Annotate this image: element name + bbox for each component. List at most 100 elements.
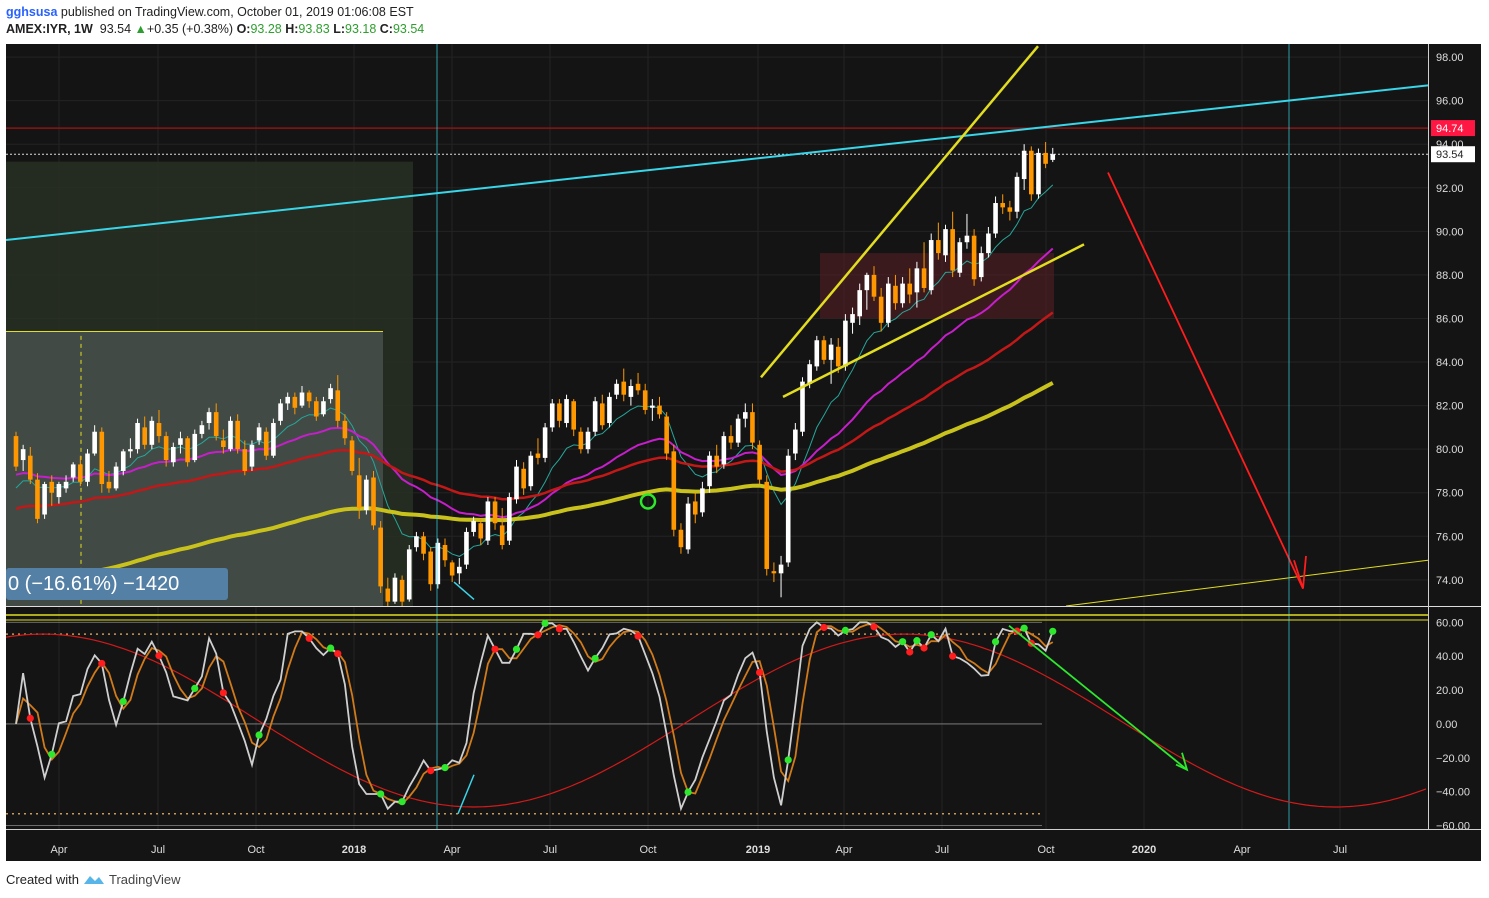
candle [128, 438, 133, 458]
osc-cross-dot [305, 634, 313, 642]
candle-body [664, 416, 669, 454]
candle-body [292, 396, 298, 408]
candle-body [914, 268, 920, 293]
oscillator-pane [6, 614, 1428, 827]
candle [349, 436, 355, 476]
high-value: 93.83 [298, 22, 330, 36]
candle [228, 416, 233, 452]
osc-cross-dot [191, 684, 199, 692]
osc-cross-dot [899, 638, 907, 646]
osc-cross-dot [512, 645, 521, 653]
candle-body [750, 412, 755, 443]
candle [950, 211, 955, 278]
resistance-price-tag [1431, 120, 1475, 137]
candle [621, 368, 627, 402]
candle-body [63, 481, 69, 489]
osc-tick-label: 20.00 [1436, 685, 1464, 697]
candle-body [356, 475, 362, 508]
osc-cross-dot [591, 654, 599, 663]
cyan-small-line [453, 581, 475, 601]
candle-body [757, 444, 762, 480]
candle-body [414, 536, 419, 548]
osc-tick-label: 0.00 [1436, 719, 1457, 731]
osc-cross-dot [119, 697, 127, 706]
candle [242, 440, 248, 476]
candle-body [857, 290, 862, 317]
candle [1043, 142, 1048, 169]
candle-body [49, 481, 55, 493]
candle [278, 399, 283, 426]
candle-body [521, 468, 526, 489]
projection-arrow-line [1107, 172, 1304, 589]
price-tick-label: 74.00 [1436, 575, 1464, 587]
candle [120, 449, 126, 476]
candle [592, 396, 598, 437]
candle-body [964, 235, 970, 243]
osc-cross-dot [920, 644, 928, 652]
cross-marker-circle [639, 493, 657, 510]
candle-body [936, 240, 941, 254]
osc-cross-dot [26, 714, 34, 722]
candle-body [1000, 203, 1005, 208]
candle-body [950, 229, 955, 271]
candle-body [242, 449, 248, 471]
candle [63, 475, 69, 493]
candle-body [449, 562, 455, 576]
tradingview-brand[interactable]: TradingView [108, 872, 181, 887]
osc-tick-label: −60.00 [1436, 821, 1470, 833]
price-pane [6, 45, 1428, 606]
candle-body [621, 381, 627, 395]
candle [514, 460, 519, 504]
candle [364, 475, 369, 515]
candle-body [642, 390, 648, 410]
candle [600, 394, 605, 430]
published-text: published on TradingView.com, October 01… [60, 5, 414, 19]
time-tick-label: Oct [247, 844, 264, 856]
candle [678, 523, 684, 554]
candle-body [271, 423, 276, 456]
candle-body [928, 240, 934, 291]
wedge-upper-line [760, 45, 1039, 379]
username-link[interactable]: gghsusa [6, 5, 58, 19]
candle [192, 429, 198, 463]
candle [828, 338, 834, 384]
candle [221, 429, 226, 454]
candle-body [421, 536, 426, 554]
osc-cross-dot [155, 652, 163, 660]
candle [642, 383, 648, 415]
time-tick-label: Oct [639, 844, 656, 856]
candle [535, 438, 541, 465]
candle [578, 427, 584, 454]
candle [886, 277, 891, 328]
candle [113, 462, 119, 491]
price-tick-label: 80.00 [1436, 444, 1464, 456]
chart-area[interactable]: 0 (−16.61%) −1420 74.00 76.00 78.00 80.00 82.… [6, 44, 1481, 861]
candle [499, 507, 505, 550]
candle-body [1014, 176, 1020, 212]
candle-body [256, 427, 262, 441]
candle [914, 261, 920, 308]
candle-body [871, 274, 877, 297]
candle-body [85, 453, 90, 482]
chart-svg[interactable]: 0 (−16.61%) −1420 74.00 76.00 78.00 80.00 82.… [6, 44, 1481, 861]
candle [471, 516, 476, 537]
candle [957, 237, 963, 278]
time-tick-label: Apr [1233, 844, 1250, 856]
price-tick-label: 88.00 [1436, 270, 1464, 282]
candle [671, 444, 677, 537]
candle-body [1050, 154, 1056, 160]
candle [921, 242, 927, 293]
cyan-trendline [6, 84, 1428, 242]
candle-body [42, 484, 47, 515]
candle [392, 573, 398, 604]
candle [986, 226, 991, 258]
candle [743, 403, 748, 428]
candle-body [349, 440, 355, 471]
osc-cross-dot [906, 648, 914, 656]
candle [571, 399, 576, 437]
candle-body [56, 484, 62, 498]
open-value: 93.28 [250, 22, 282, 36]
candle [306, 390, 312, 408]
osc-cross-dot [634, 632, 642, 640]
candle [235, 414, 240, 454]
